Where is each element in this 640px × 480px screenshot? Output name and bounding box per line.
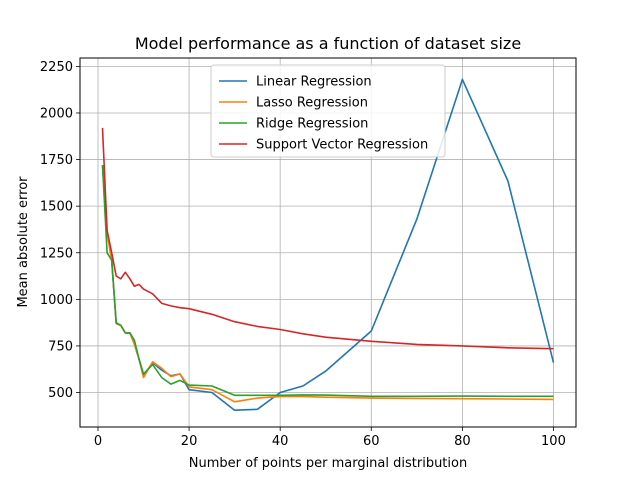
y-tick-label: 1250 — [40, 246, 73, 261]
axis-ticks: 0 20 40 60 80 100 500 750 1000 1250 1500 1750 2000 22… — [40, 60, 566, 449]
y-tick-label: 1500 — [40, 200, 73, 215]
x-tick-label: 100 — [541, 434, 566, 449]
y-tick-label: 500 — [48, 386, 73, 401]
y-tick-label: 2250 — [40, 60, 73, 75]
plot-series — [101, 78, 555, 412]
legend-label: Ridge Regression — [256, 117, 368, 132]
y-tick-label: 1750 — [40, 153, 73, 168]
x-tick-label: 20 — [181, 434, 198, 449]
x-tick-label: 60 — [363, 434, 380, 449]
series-line-support-vector-regression — [101, 127, 554, 350]
legend: Linear Regression Lasso Regression Ridge R… — [210, 64, 446, 158]
series-line-ridge-regression — [101, 165, 554, 398]
y-tick-label: 2000 — [40, 106, 73, 121]
legend-label: Lasso Regression — [256, 96, 368, 111]
x-tick-label: 80 — [454, 434, 471, 449]
plot-frame — [79, 57, 577, 428]
x-tick-label: 40 — [272, 434, 289, 449]
x-tick-label: 0 — [94, 434, 102, 449]
y-tick-label: 750 — [48, 339, 73, 354]
legend-label: Linear Regression — [256, 75, 372, 90]
x-axis-title: Number of points per marginal distributi… — [189, 456, 467, 471]
legend-box — [210, 64, 446, 158]
chart-title: Model performance as a function of datas… — [135, 34, 521, 53]
y-tick-label: 1000 — [40, 293, 73, 308]
y-axis-title: Mean absolute error — [16, 176, 31, 308]
legend-label: Support Vector Regression — [256, 138, 428, 153]
